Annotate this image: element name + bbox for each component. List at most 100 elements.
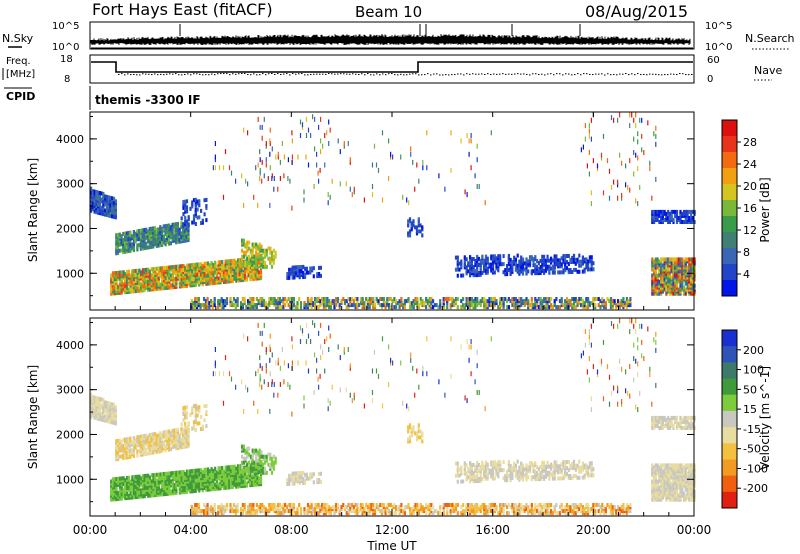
heatmap-cell [219, 260, 222, 265]
heatmap-cell [265, 248, 268, 253]
heatmap-cell [672, 257, 675, 262]
y-tick-label: 1000 [56, 267, 84, 280]
heatmap-cell [228, 273, 231, 278]
heatmap-cell [183, 440, 187, 445]
heatmap-cell [173, 475, 176, 479]
heatmap-cell [548, 305, 551, 310]
heatmap-cell [189, 271, 192, 276]
heatmap-cell [322, 297, 325, 301]
nave-dot [157, 74, 159, 76]
heatmap-cell [213, 299, 216, 304]
heatmap-cell [679, 273, 682, 278]
heatmap-cell [546, 258, 549, 263]
heatmap-cell [129, 242, 132, 247]
heatmap-cell [180, 437, 183, 442]
heatmap-cell [499, 297, 502, 301]
heatmap-cell [161, 472, 164, 477]
heatmap-cell [672, 218, 675, 222]
nave-dot [208, 74, 210, 76]
nave-dot [319, 73, 321, 75]
heatmap-cell [667, 257, 670, 262]
heatmap-cell [463, 303, 466, 308]
nave-dot [508, 73, 510, 75]
heatmap-cell [191, 263, 194, 268]
heatmap-cell [543, 299, 546, 304]
heatmap-cell [178, 231, 181, 236]
heatmap-cell [200, 272, 203, 277]
heatmap-cell [175, 232, 178, 237]
heatmap-cell [322, 303, 325, 308]
heatmap-cell [686, 257, 689, 262]
heatmap-cell [129, 230, 132, 235]
heatmap-cell [375, 299, 378, 304]
heatmap-cell [365, 297, 368, 301]
heatmap-cell [277, 299, 280, 304]
heatmap-cell [145, 473, 148, 478]
heatmap-cell [173, 436, 176, 441]
nave-dot [118, 73, 120, 75]
nave-dot [589, 73, 591, 75]
nave-dot [433, 73, 435, 75]
heatmap-cell [148, 483, 152, 488]
heatmap-cell [207, 269, 210, 274]
nave-dot [658, 74, 660, 76]
heatmap-cell [115, 489, 118, 494]
heatmap-cell [684, 291, 687, 296]
heatmap-cell [690, 216, 693, 220]
heatmap-cell [145, 485, 148, 490]
heatmap-cell [574, 305, 577, 310]
nave-dot [331, 73, 333, 75]
heatmap-cell [233, 258, 236, 263]
heatmap-cell [507, 253, 510, 258]
heatmap-cell [684, 265, 687, 270]
heatmap-cell [474, 297, 477, 301]
heatmap-cell [449, 297, 452, 301]
heatmap-cell [148, 475, 152, 480]
heatmap-cell [353, 189, 355, 195]
heatmap-cell [269, 151, 271, 157]
heatmap-cell [190, 305, 193, 310]
heatmap-cell [105, 198, 109, 203]
heatmap-cell [672, 281, 675, 286]
heatmap-cell [684, 287, 687, 292]
heatmap-cell [291, 205, 293, 211]
nave-dot [334, 73, 336, 75]
nave-dot [556, 73, 558, 75]
heatmap-cell [153, 432, 157, 437]
heatmap-cell [585, 297, 588, 301]
heatmap-cell [136, 443, 139, 448]
heatmap-cell [164, 228, 167, 233]
heatmap-cell [656, 257, 659, 262]
heatmap-cell [132, 442, 135, 446]
heatmap-cell [688, 257, 691, 262]
heatmap-cell [349, 159, 351, 165]
heatmap-cell [622, 297, 625, 301]
heatmap-cell [302, 264, 305, 269]
heatmap-cell [310, 305, 313, 310]
heatmap-cell [185, 223, 189, 228]
heatmap-cell [148, 245, 151, 250]
nave-dot [262, 73, 264, 75]
heatmap-cell [122, 444, 125, 448]
heatmap-cell [153, 238, 157, 243]
heatmap-cell [256, 244, 260, 249]
heatmap-cell [490, 130, 492, 136]
heatmap-cell [93, 201, 96, 206]
heatmap-cell [171, 491, 174, 496]
heatmap-cell [572, 257, 576, 262]
heatmap-cell [368, 303, 371, 308]
heatmap-cell [168, 471, 171, 476]
heatmap-cell [180, 216, 183, 221]
heatmap-cell [194, 303, 197, 308]
heatmap-cell [247, 181, 249, 187]
heatmap-cell [463, 261, 466, 266]
heatmap-cell [349, 186, 351, 192]
heatmap-cell [543, 258, 546, 263]
heatmap-cell [194, 297, 197, 301]
heatmap-cell [214, 157, 216, 163]
heatmap-cell [691, 291, 694, 296]
heatmap-cell [161, 440, 164, 445]
heatmap-cell [331, 299, 334, 304]
heatmap-cell [218, 299, 222, 304]
heatmap-cell [314, 301, 317, 306]
